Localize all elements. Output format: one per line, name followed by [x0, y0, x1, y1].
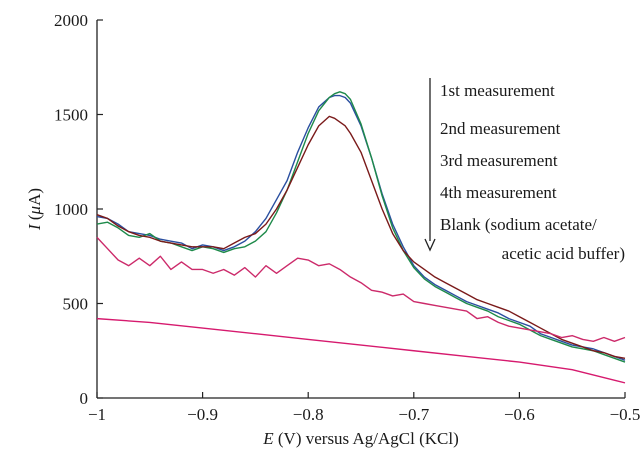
x-tick-label: −0.9	[187, 405, 218, 424]
y-tick-label: 500	[63, 295, 89, 314]
x-tick-label: −0.8	[293, 405, 324, 424]
x-tick-label: −1	[88, 405, 106, 424]
y-axis-title-open: (	[25, 214, 44, 224]
legend: 1st measurement 2nd measurement 3rd measur…	[424, 78, 625, 263]
y-axis-title-close: A)	[25, 188, 44, 206]
y-axis-title: I (μA)	[25, 188, 44, 231]
series-line-2	[96, 91, 626, 363]
x-tick-label: −0.5	[610, 405, 641, 424]
series-line-5	[96, 317, 626, 384]
axes	[96, 20, 625, 399]
legend-entry: acetic acid buffer)	[502, 244, 625, 263]
y-axis-title-symbol: I	[25, 223, 44, 231]
x-axis-title-text: (V) versus Ag/AgCl (KCl)	[274, 429, 459, 448]
series-line-4	[96, 236, 626, 342]
x-axis-title-symbol: E	[262, 429, 274, 448]
y-tick-label: 1000	[54, 200, 88, 219]
axis-labels: E (V) versus Ag/AgCl (KCl) I (μA)	[25, 188, 459, 448]
x-axis-title: E (V) versus Ag/AgCl (KCl)	[262, 429, 459, 448]
x-tick-label: −0.6	[504, 405, 535, 424]
legend-arrow-head	[424, 238, 436, 252]
ticks: −1 −0.9 −0.8 −0.7 −0.6 −0.5 0 500 1000 1500 2000	[54, 11, 640, 424]
legend-entry: 4th measurement	[440, 183, 557, 202]
y-axis-title-mu: μ	[25, 206, 44, 216]
series-layer	[96, 91, 626, 384]
x-tick-label: −0.7	[398, 405, 429, 424]
legend-entry: 2nd measurement	[440, 119, 561, 138]
legend-entry: 1st measurement	[440, 81, 555, 100]
y-tick-label: 2000	[54, 11, 88, 30]
y-tick-label: 0	[80, 389, 89, 408]
legend-entry: 3rd measurement	[440, 151, 558, 170]
legend-entry: Blank (sodium acetate/	[440, 215, 597, 234]
y-tick-label: 1500	[54, 106, 88, 125]
series-line-3	[96, 115, 626, 359]
